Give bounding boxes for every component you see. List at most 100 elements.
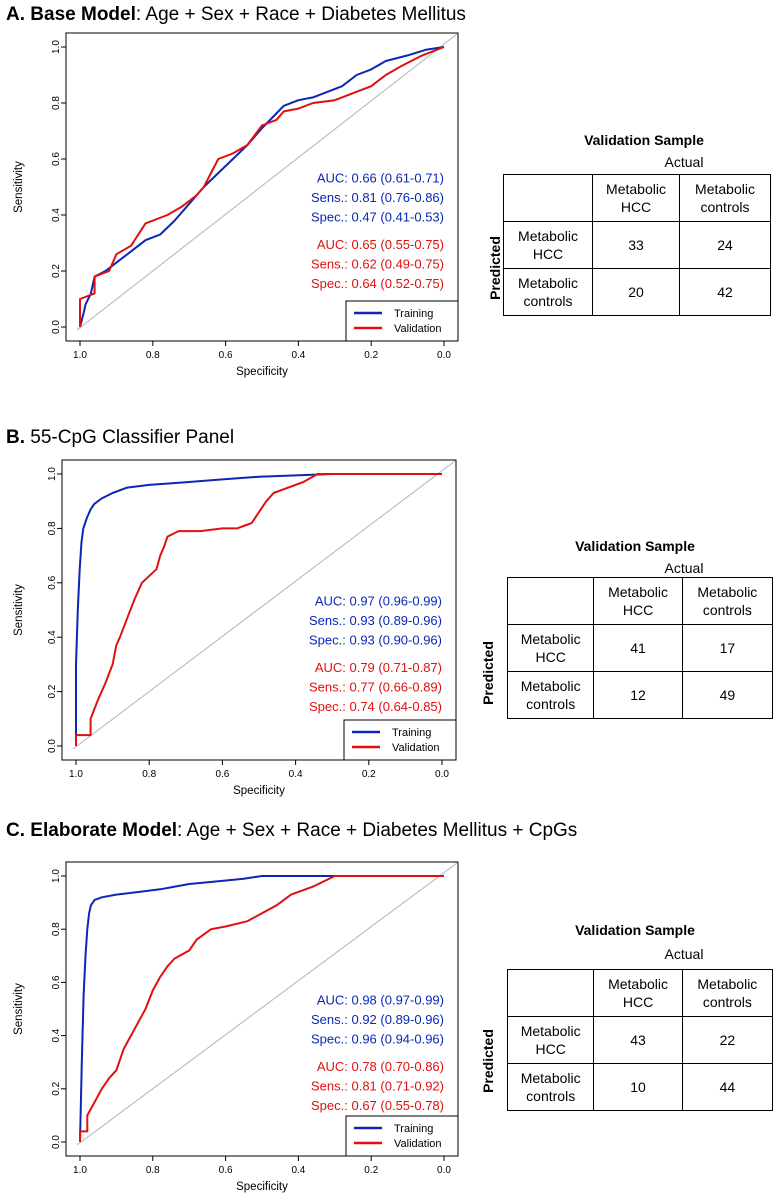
cell-value: 20 [592,268,680,316]
legend-label: Validation [392,742,440,754]
validation-stat-text: Spec.: 0.64 (0.52-0.75) [311,276,444,291]
panel-letter: C [6,820,20,841]
y-tick-label: 0.4 [51,1028,62,1042]
table-corner-cell [503,174,593,222]
cell-value: 22 [681,1016,773,1064]
panel-letter: A [6,4,20,25]
panel-title-bold: Elaborate Model [30,820,178,841]
table-title: Validation Sample [575,922,695,938]
cell-value: 17 [681,624,773,672]
table-header-row: Metabolic HCC Metabolic controls [506,577,773,625]
legend-label: Training [394,308,433,320]
diagonal-line [76,33,458,331]
table-predicted-label: Predicted [480,641,496,705]
training-stat-text: Spec.: 0.93 (0.90-0.96) [309,633,442,648]
legend-label: Training [394,1123,433,1135]
cell-value: 33 [592,221,680,269]
validation-stat-text: Sens.: 0.81 (0.71-0.92) [311,1079,444,1094]
x-axis-label: Specificity [236,1181,288,1193]
y-axis-label: Sensitivity [13,983,25,1035]
x-axis-label: Specificity [236,366,288,378]
legend-label: Validation [394,1138,442,1150]
training-stat-text: Sens.: 0.81 (0.76-0.86) [311,190,444,205]
roc-chart: 1.0 0.8 0.6 0.4 0.2 0.0 0.0 0.2 0.4 0.6 0.8 1.0 Spec… [13,459,457,797]
y-axis-label: Sensitivity [13,161,25,213]
x-tick-label: 0.0 [437,1165,451,1176]
row-label-controls: Metabolic controls [506,1063,595,1111]
table-predicted-label: Predicted [487,236,503,300]
validation-stat-text: AUC: 0.79 (0.71-0.87) [315,660,442,675]
confusion-table: Metabolic HCC Metabolic controls Metabolic… [503,174,771,316]
table-header-row: Metabolic HCC Metabolic controls [503,174,771,222]
col-header-hcc: Metabolic HCC [593,577,683,625]
confusion-table: Metabolic HCC Metabolic controls Metabolic… [506,969,773,1111]
x-tick-label: 1.0 [73,350,87,361]
table-row: Metabolic HCC 43 22 [506,1016,773,1064]
row-label-hcc: Metabolic HCC [506,1016,595,1064]
row-label-hcc: Metabolic HCC [503,221,593,269]
col-header-controls: Metabolic controls [681,577,773,625]
legend-box [343,719,457,761]
col-header-hcc: Metabolic HCC [593,969,683,1017]
y-tick-label: 0.2 [47,684,58,698]
y-tick-label: 0.8 [51,922,62,936]
panel-title-rest: : Age + Sex + Race + Diabetes Mellitus [135,4,466,25]
training-stat-text: AUC: 0.97 (0.96-0.99) [315,594,442,609]
validation-stat-text: Spec.: 0.67 (0.55-0.78) [311,1098,444,1113]
table-actual-label: Actual [664,154,704,170]
x-tick-label: 0.2 [364,1165,378,1176]
x-tick-label: 0.8 [146,350,160,361]
panel-title-rest: : Age + Sex + Race + Diabetes Mellitus +… [177,820,578,841]
table-actual-label: Actual [664,560,704,576]
cell-value: 44 [681,1063,773,1111]
training-stat-text: AUC: 0.98 (0.97-0.99) [317,993,444,1008]
y-tick-label: 0.4 [51,208,62,222]
x-tick-label: 0.4 [289,769,303,780]
x-tick-label: 0.4 [291,1165,305,1176]
panel-title: B. 55-CpG Classifier Panel [6,427,235,448]
panel-c: C. Elaborate Model: Age + Sex + Race + D… [0,818,773,1193]
validation-stat-text: AUC: 0.78 (0.70-0.86) [317,1059,444,1074]
table-actual-label: Actual [664,946,704,962]
x-tick-label: 0.6 [219,350,233,361]
table-predicted-label: Predicted [480,1029,496,1093]
legend-label: Validation [394,323,442,335]
x-tick-label: 0.4 [291,350,305,361]
y-tick-label: 0.6 [47,575,58,589]
x-tick-label: 0.2 [362,769,376,780]
y-tick-label: 0.8 [47,521,58,535]
y-tick-label: 1.0 [47,467,58,481]
col-header-controls: Metabolic controls [679,174,771,222]
table-row: Metabolic HCC 41 17 [506,624,773,672]
table-row: Metabolic controls 10 44 [506,1063,773,1111]
x-tick-label: 0.2 [364,350,378,361]
row-label-controls: Metabolic controls [503,268,593,316]
roc-chart: 1.0 0.8 0.6 0.4 0.2 0.0 0.0 0.2 0.4 0.6 0.8 1.0 Spec… [13,861,459,1193]
row-label-controls: Metabolic controls [506,671,595,719]
validation-roc-line [79,46,445,327]
roc-chart: 1.0 0.8 0.6 0.4 0.2 0.0 0.0 0.2 0.4 0.6 0.8 1.0 Spec… [13,32,459,378]
legend-box [345,1115,459,1157]
y-axis-label: Sensitivity [13,584,25,636]
cell-value: 24 [679,221,771,269]
panel-a: A. Base Model: Age + Sex + Race + Diabet… [0,0,773,400]
x-tick-label: 0.6 [219,1165,233,1176]
y-tick-label: 0.0 [51,1135,62,1149]
legend-label: Training [392,727,431,739]
y-tick-label: 0.0 [47,739,58,753]
table-corner-cell [506,577,595,625]
cell-value: 10 [593,1063,683,1111]
validation-roc-line [75,473,442,746]
training-stat-text: Spec.: 0.47 (0.41-0.53) [311,209,444,224]
table-title: Validation Sample [584,132,704,148]
panel-b: B. 55-CpG Classifier Panel 1.0 0.8 0.6 0.4 0… [0,425,773,800]
panel-letter: B [6,427,20,448]
y-tick-label: 0.8 [51,96,62,110]
training-stat-text: AUC: 0.66 (0.61-0.71) [317,170,444,185]
y-tick-label: 0.6 [51,975,62,989]
plot-frame [65,861,459,1157]
panel-title: C. Elaborate Model: Age + Sex + Race + D… [6,820,578,841]
cell-value: 12 [593,671,683,719]
validation-stat-text: Sens.: 0.77 (0.66-0.89) [309,680,442,695]
x-tick-label: 0.6 [215,769,229,780]
